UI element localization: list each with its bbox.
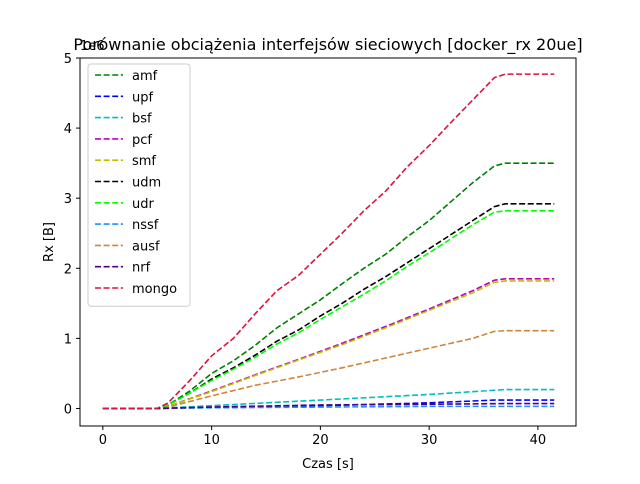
chart-title: Porównanie obciążenia interfejsów siecio…: [73, 35, 582, 55]
legend: amf upf bsf pcf smf udm udr nssf ausf nrf mongo: [87, 63, 191, 307]
legend-label-bsf: bsf: [132, 112, 152, 127]
x-tick-label: 10: [203, 433, 220, 448]
series-layer: [102, 73, 555, 410]
x-tick-label: 40: [530, 433, 547, 448]
legend-label-ausf: ausf: [132, 239, 160, 254]
ticks-layer: 0 10 20 30 40 0 1 2 3 4 5: [64, 52, 546, 448]
y-tick-label: 3: [64, 192, 72, 207]
series-line-amf: [102, 162, 555, 410]
legend-label-upf: upf: [132, 90, 153, 105]
series-line-ausf: [102, 329, 555, 410]
y-tick-label: 2: [64, 262, 72, 277]
y-axis-label: Rx [B]: [42, 222, 57, 262]
series-line-udr: [102, 210, 555, 410]
legend-label-pcf: pcf: [132, 133, 152, 148]
legend-label-udr: udr: [132, 197, 154, 212]
y-tick-label: 4: [64, 122, 72, 137]
x-tick-label: 30: [421, 433, 438, 448]
legend-label-smf: smf: [132, 154, 156, 169]
x-axis-label: Czas [s]: [302, 457, 354, 472]
y-tick-label: 1: [64, 332, 72, 347]
y-tick-label: 5: [64, 52, 72, 67]
legend-label-amf: amf: [132, 69, 158, 84]
x-tick-label: 0: [99, 433, 107, 448]
y-axis-offset-label: 1e6: [80, 39, 105, 54]
plot-frame: [79, 57, 577, 427]
y-tick-label: 0: [64, 402, 72, 417]
legend-label-mongo: mongo: [132, 282, 177, 297]
legend-label-nrf: nrf: [132, 261, 151, 276]
legend-label-udm: udm: [132, 176, 161, 191]
legend-label-nssf: nssf: [132, 218, 159, 233]
x-tick-label: 20: [312, 433, 329, 448]
series-line-mongo: [102, 73, 555, 410]
